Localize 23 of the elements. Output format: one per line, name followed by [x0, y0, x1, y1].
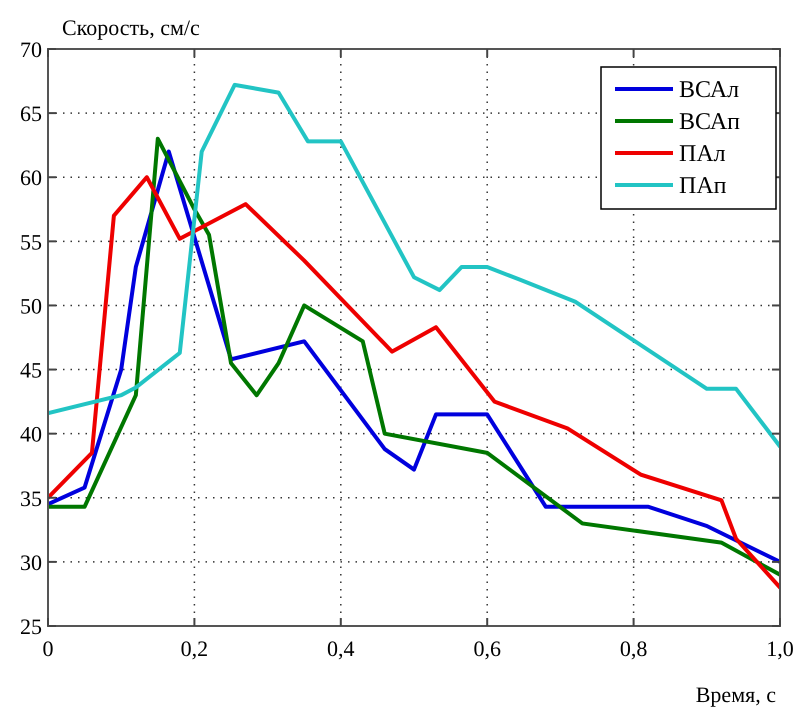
legend-label: ПАп: [679, 173, 727, 199]
legend-label: ПАл: [679, 141, 726, 167]
x-tick-label: 0,4: [327, 636, 355, 661]
y-tick-label: 55: [20, 229, 42, 254]
legend-label: ВСАл: [679, 77, 740, 103]
y-tick-label: 25: [20, 614, 42, 639]
y-tick-label: 50: [20, 293, 42, 318]
x-tick-label: 0,8: [620, 636, 648, 661]
y-tick-label: 70: [20, 37, 42, 62]
y-tick-label: 40: [20, 422, 42, 447]
y-tick-label: 35: [20, 486, 42, 511]
y-tick-label: 65: [20, 101, 42, 126]
y-tick-label: 45: [20, 358, 42, 383]
y-axis-title: Скорость, см/с: [62, 15, 200, 40]
y-tick-label: 30: [20, 550, 42, 575]
legend-label: ВСАп: [679, 109, 740, 135]
y-tick-label: 60: [20, 165, 42, 190]
x-tick-label: 0: [42, 636, 54, 661]
line-series: [48, 82, 780, 448]
x-axis-title: Время, с: [696, 682, 776, 707]
x-tick-label: 0,2: [180, 636, 208, 661]
x-tick-label: 0,6: [473, 636, 501, 661]
x-tick-label: 1,0: [766, 636, 794, 661]
